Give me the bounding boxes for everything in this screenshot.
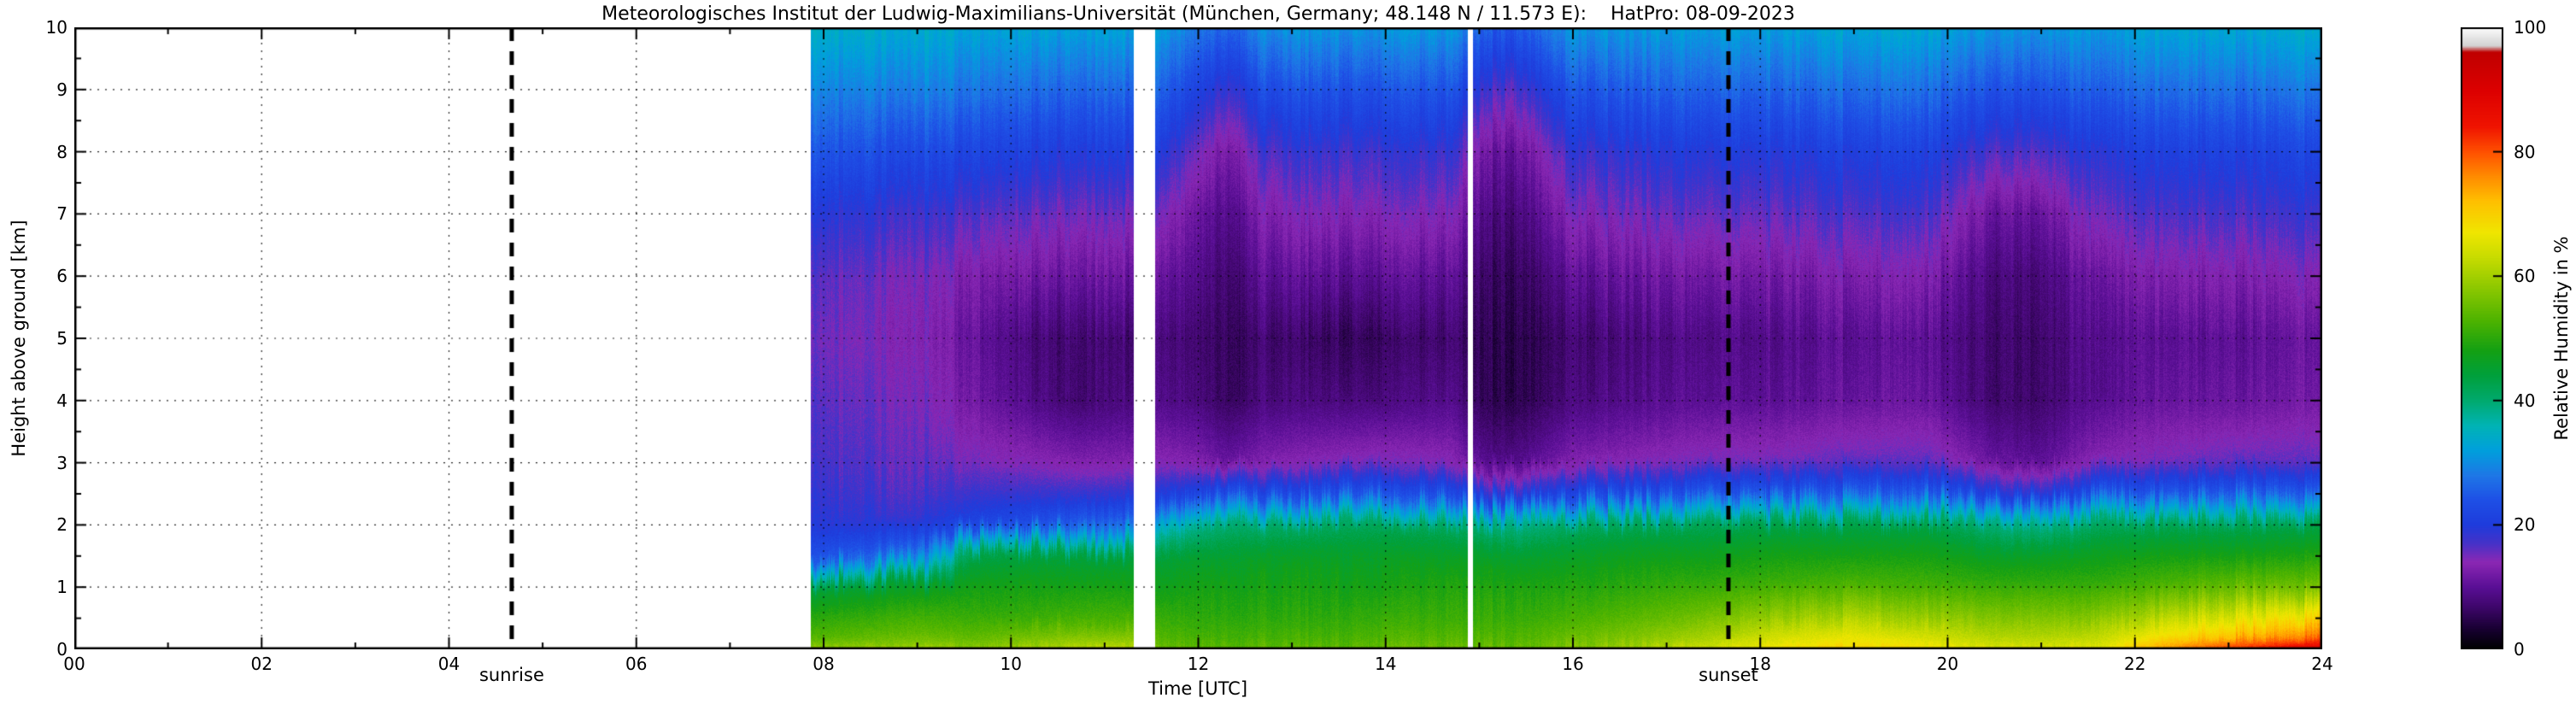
- x-tick-label: 12: [1187, 654, 1210, 674]
- sunset-label: sunset: [1699, 665, 1758, 685]
- y-tick-label: 4: [56, 390, 67, 411]
- y-tick-label: 1: [56, 577, 67, 598]
- y-tick-label: 3: [56, 452, 67, 473]
- x-axis-label: Time [UTC]: [1147, 678, 1248, 699]
- x-tick-label: 04: [437, 654, 461, 674]
- x-tick-label: 20: [1936, 654, 1959, 674]
- y-tick-label: 10: [45, 17, 67, 38]
- y-tick-label: 9: [56, 79, 67, 100]
- sunrise-label: sunrise: [478, 665, 544, 685]
- x-tick-label: 08: [813, 654, 835, 674]
- heatmap-canvas: [74, 27, 2322, 649]
- colorbar-tick-label: 20: [2514, 514, 2536, 536]
- x-tick-label: 18: [1749, 654, 1771, 674]
- x-tick-label: 24: [2311, 654, 2333, 674]
- colorbar-tick-label: 60: [2514, 266, 2536, 287]
- x-tick-label: 06: [625, 654, 648, 674]
- colorbar-canvas: [2461, 27, 2503, 649]
- colorbar-tick-label: 80: [2514, 141, 2536, 162]
- colorbar-tick-label: 40: [2514, 390, 2536, 411]
- x-tick-label: 16: [1562, 654, 1584, 674]
- chart-title: Meteorologisches Institut der Ludwig-Max…: [601, 3, 1795, 25]
- y-tick-label: 2: [56, 514, 67, 536]
- x-tick-label: 14: [1375, 654, 1397, 674]
- y-tick-label: 0: [56, 639, 67, 660]
- colorbar-label: Relative Humidity in %: [2551, 236, 2572, 441]
- x-tick-label: 02: [250, 654, 273, 674]
- colorbar-tick-label: 100: [2514, 17, 2547, 38]
- colorbar-tick-label: 0: [2514, 639, 2525, 660]
- x-tick-label: 00: [63, 654, 85, 674]
- y-tick-label: 6: [56, 266, 67, 287]
- x-tick-label: 10: [1000, 654, 1022, 674]
- x-tick-label: 22: [2124, 654, 2146, 674]
- y-tick-label: 5: [56, 328, 67, 349]
- y-tick-label: 7: [56, 203, 67, 225]
- y-tick-label: 8: [56, 141, 67, 162]
